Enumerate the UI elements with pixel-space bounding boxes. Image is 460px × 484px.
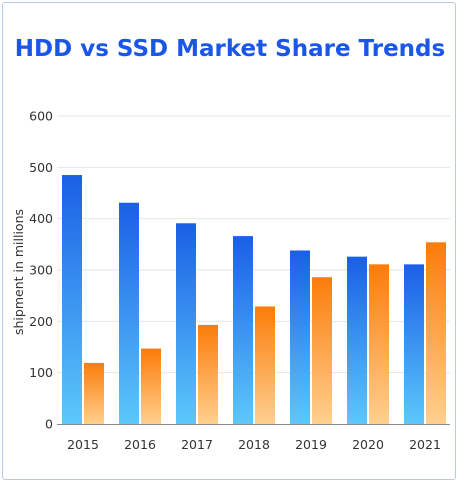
gridlines — [57, 115, 450, 374]
bar-series-2 — [312, 277, 332, 424]
x-tick-label: 2018 — [238, 437, 270, 452]
y-tick-label: 100 — [29, 365, 53, 380]
bar-series-1 — [62, 175, 82, 424]
bar-series-2 — [198, 324, 218, 424]
x-axis-ticks: 2015 2016 2017 2018 2019 2020 2021 — [67, 437, 441, 452]
bar-series-1 — [404, 264, 424, 424]
bar-series-1 — [233, 236, 253, 424]
x-tick-label: 2017 — [181, 437, 213, 452]
bars — [62, 175, 446, 424]
y-axis-ticks: 0 100 200 300 400 500 600 — [29, 109, 53, 432]
chart-title: HDD vs SSD Market Share Trends — [14, 36, 446, 62]
y-tick-label: 200 — [29, 314, 53, 329]
bar-series-2 — [84, 362, 104, 424]
x-tick-label: 2015 — [67, 437, 99, 452]
y-tick-label: 400 — [29, 211, 53, 226]
x-tick-label: 2016 — [124, 437, 156, 452]
bar-series-2 — [426, 242, 446, 424]
y-tick-label: 600 — [29, 109, 53, 124]
y-axis-label: shipment in millions — [11, 209, 26, 335]
x-tick-label: 2021 — [409, 437, 441, 452]
bar-series-2 — [369, 264, 389, 424]
bar-series-2 — [255, 306, 275, 424]
y-tick-label: 500 — [29, 160, 53, 175]
y-tick-label: 300 — [29, 263, 53, 278]
bar-series-1 — [290, 250, 310, 424]
bar-series-1 — [347, 256, 367, 424]
x-tick-label: 2020 — [352, 437, 384, 452]
y-tick-label: 0 — [45, 417, 53, 432]
bar-series-1 — [176, 223, 196, 424]
bar-series-1 — [119, 202, 139, 424]
x-tick-label: 2019 — [295, 437, 327, 452]
bar-series-2 — [141, 348, 161, 424]
